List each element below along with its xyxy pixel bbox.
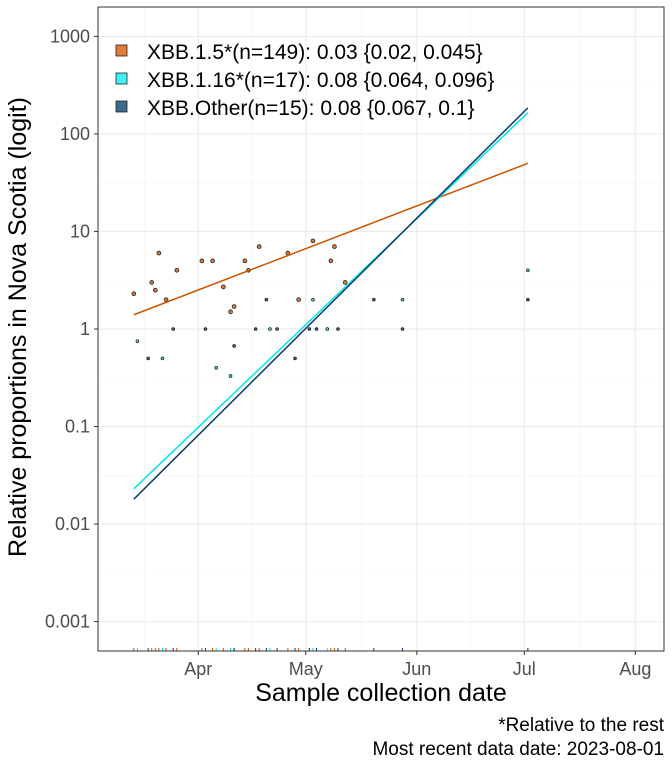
x-tick-label: Aug [619, 659, 651, 679]
data-point [253, 327, 258, 331]
legend-swatch [115, 72, 128, 85]
data-point [328, 258, 334, 264]
data-point [268, 327, 272, 331]
y-tick-label: 10 [70, 221, 90, 241]
data-point [135, 339, 140, 343]
data-point [228, 309, 233, 315]
y-tick-label: 0.01 [55, 514, 90, 534]
legend-swatch [115, 44, 128, 57]
data-point [174, 267, 180, 273]
caption-data-date: Most recent data date: 2023-08-01 [372, 739, 664, 760]
data-point [336, 327, 340, 331]
data-point [221, 284, 226, 290]
data-point [153, 287, 158, 293]
data-point [293, 356, 297, 361]
data-point [146, 356, 150, 361]
data-point [171, 327, 176, 331]
data-point [325, 327, 330, 331]
data-point [400, 297, 405, 302]
data-point [311, 297, 315, 302]
y-tick-label: 0.001 [45, 612, 90, 632]
grid-major [98, 7, 664, 651]
data-point [214, 366, 219, 370]
x-axis-title: Sample collection date [255, 679, 507, 707]
data-point [228, 374, 233, 378]
x-tick-label: Apr [184, 659, 212, 679]
data-point [242, 258, 248, 264]
data-point [149, 280, 155, 285]
data-point [203, 327, 208, 331]
caption-relative-note: *Relative to the rest [498, 715, 665, 736]
y-tick-label: 100 [60, 124, 90, 144]
data-point [332, 244, 337, 249]
x-axis-ticks: Apr May Jun Jul Aug [184, 651, 651, 679]
y-tick-label: 1000 [50, 26, 90, 46]
data-point [526, 297, 530, 302]
data-point [156, 250, 162, 256]
data-point [160, 356, 165, 361]
data-point [526, 268, 530, 273]
legend: XBB.1.5*(n=149): 0.03 {0.02, 0.045} XBB.1… [115, 41, 494, 120]
y-axis-title: Relative proportions in Nova Scotia (log… [4, 97, 32, 557]
data-points [131, 238, 530, 378]
fit-line [133, 107, 529, 500]
data-point [264, 297, 269, 302]
fit-line [133, 112, 529, 490]
x-tick-label: Jul [513, 659, 536, 679]
fit-lines [133, 107, 529, 500]
data-point [400, 327, 405, 331]
legend-swatch [115, 100, 128, 113]
fit-line [133, 162, 529, 316]
data-point [296, 297, 301, 302]
data-point [232, 344, 236, 348]
legend-label: XBB.1.5*(n=149): 0.03 {0.02, 0.045} [147, 41, 483, 64]
data-point [314, 327, 319, 331]
data-point [310, 238, 316, 244]
legend-label: XBB.1.16*(n=17): 0.08 {0.064, 0.096} [147, 69, 494, 92]
data-point [210, 258, 215, 264]
x-tick-label: Jun [402, 659, 431, 679]
data-point [307, 327, 312, 331]
y-axis-ticks: 0.001 0.01 0.1 1 10 100 1000 [45, 26, 98, 632]
data-point [163, 297, 169, 302]
data-point [131, 291, 137, 297]
y-tick-label: 0.1 [65, 417, 90, 437]
data-point [231, 304, 237, 309]
x-tick-label: May [289, 659, 323, 679]
y-tick-label: 1 [80, 319, 90, 339]
data-point [275, 327, 279, 331]
data-point [342, 280, 348, 285]
data-point [372, 297, 376, 302]
data-point [256, 244, 262, 249]
data-point [199, 258, 205, 264]
legend-label: XBB.Other(n=15): 0.08 {0.067, 0.1} [147, 97, 474, 120]
